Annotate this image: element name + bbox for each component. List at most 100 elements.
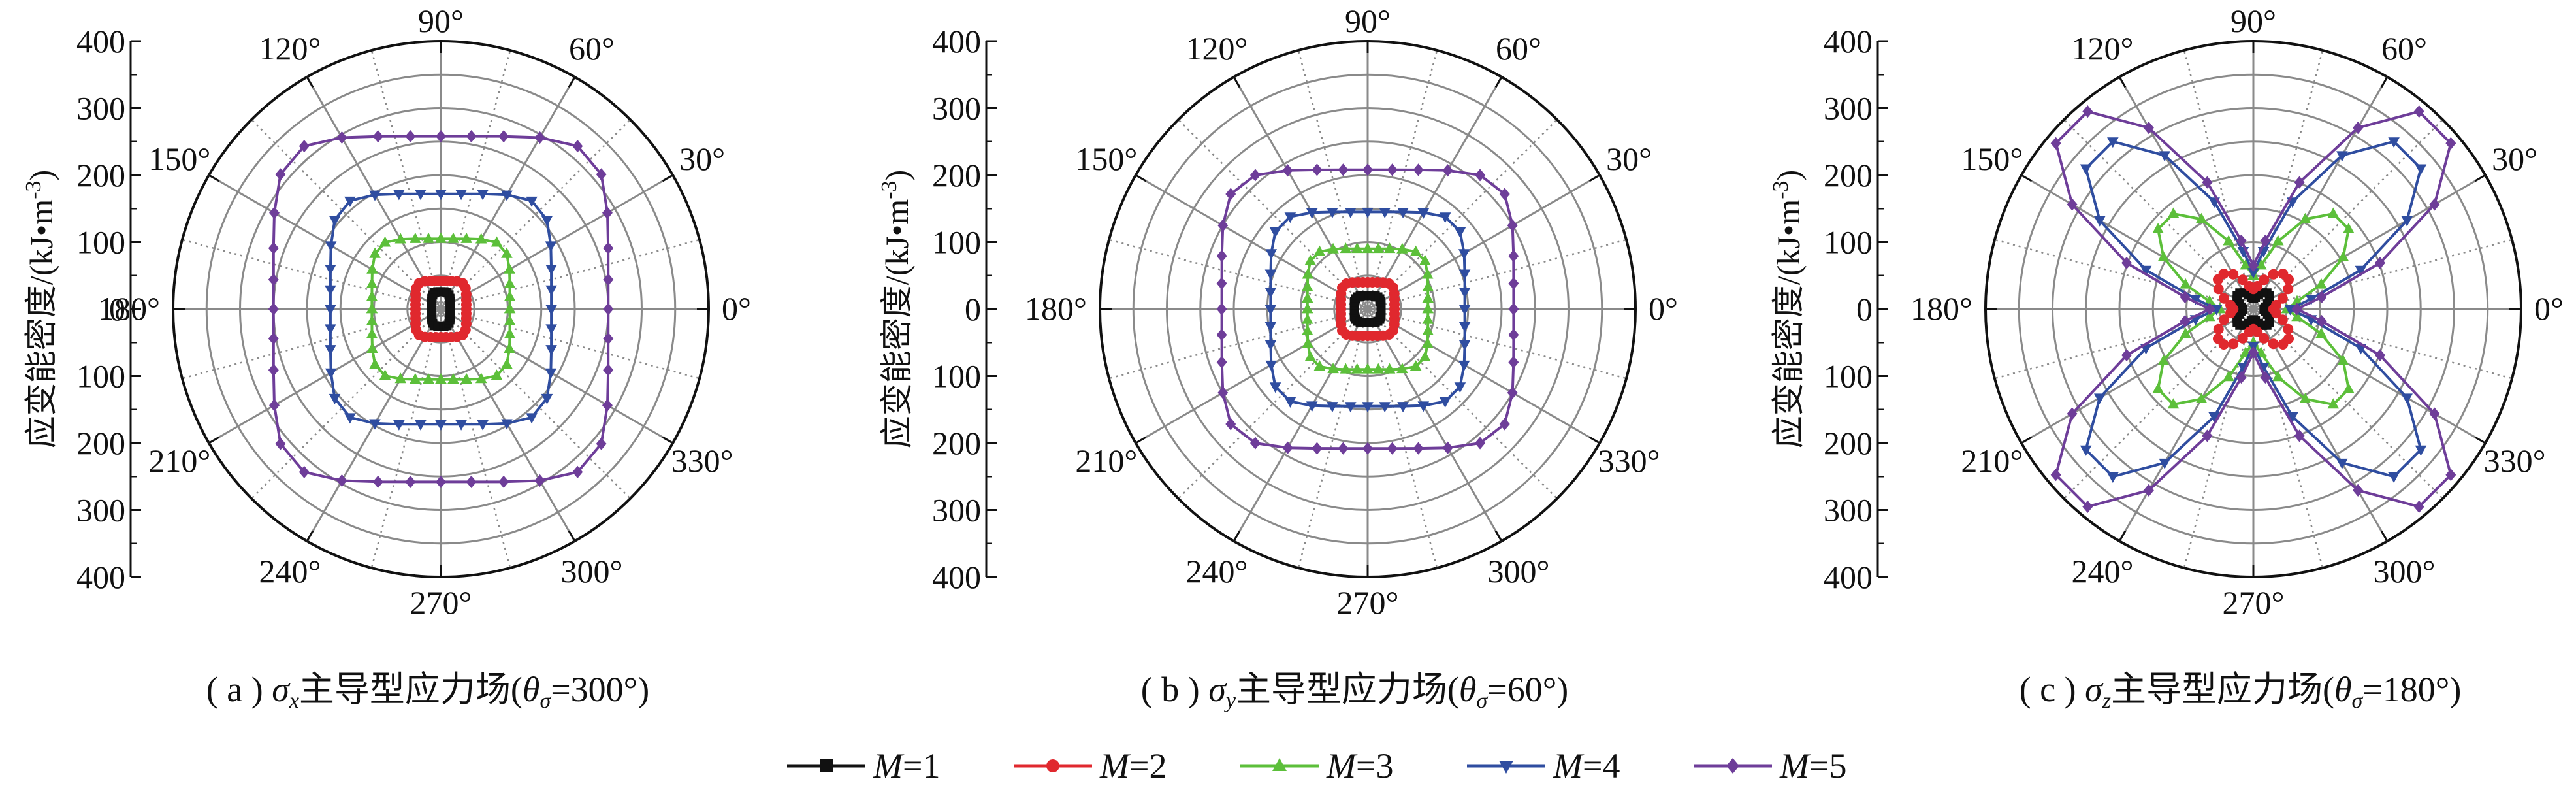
data-point bbox=[2272, 235, 2284, 246]
data-point bbox=[405, 475, 416, 489]
angle-label: 60° bbox=[569, 30, 615, 67]
data-point bbox=[1458, 269, 1471, 280]
data-point bbox=[268, 332, 279, 345]
panel-a-polar-chart: 0° 30° 60° 90° 120° 150° 180° 210° 240° 270° 300° 3… bbox=[22, 3, 751, 713]
data-point bbox=[1475, 169, 1486, 182]
data-point bbox=[504, 290, 516, 301]
angle-tick bbox=[662, 436, 673, 444]
radial-tick-label: 100 bbox=[932, 358, 981, 395]
data-point bbox=[2180, 278, 2191, 289]
data-point bbox=[1340, 242, 1352, 254]
data-point bbox=[2261, 306, 2270, 316]
legend-marker bbox=[820, 759, 833, 772]
grid-spoke bbox=[1135, 308, 1368, 444]
data-point bbox=[1301, 313, 1313, 324]
data-point bbox=[466, 475, 477, 489]
data-point bbox=[1249, 169, 1261, 182]
data-point bbox=[379, 369, 391, 380]
data-point bbox=[2093, 216, 2106, 227]
data-point bbox=[1301, 292, 1313, 303]
data-point bbox=[2401, 393, 2413, 404]
legend-label: M=1 bbox=[873, 746, 940, 785]
data-point bbox=[534, 131, 545, 144]
data-point bbox=[1338, 442, 1349, 455]
data-point bbox=[1396, 363, 1408, 374]
data-point bbox=[435, 420, 447, 431]
data-point bbox=[1372, 242, 1385, 254]
data-point bbox=[475, 372, 487, 384]
data-point bbox=[1327, 402, 1338, 413]
data-point bbox=[1302, 268, 1314, 279]
data-point bbox=[545, 285, 557, 296]
data-point bbox=[504, 277, 516, 288]
data-point bbox=[2278, 268, 2289, 279]
data-point bbox=[1362, 402, 1374, 413]
data-point bbox=[1216, 328, 1227, 341]
data-point bbox=[2204, 310, 2215, 322]
angle-tick bbox=[208, 174, 220, 182]
angle-label: 30° bbox=[1606, 140, 1652, 177]
data-point bbox=[2413, 500, 2424, 513]
data-point bbox=[545, 345, 557, 356]
data-point bbox=[1397, 208, 1409, 219]
legend-marker bbox=[1272, 758, 1287, 771]
data-point bbox=[410, 232, 421, 243]
data-point bbox=[1264, 340, 1277, 351]
grid-spoke bbox=[1367, 174, 1600, 310]
grid-spoke-minor bbox=[2252, 50, 2324, 310]
angle-label: 240° bbox=[1186, 553, 1248, 589]
data-point bbox=[1225, 418, 1236, 431]
data-point bbox=[501, 247, 513, 258]
angle-label: 300° bbox=[561, 553, 623, 589]
data-point bbox=[526, 413, 538, 424]
legend-label: M=2 bbox=[1099, 746, 1167, 785]
angle-tick bbox=[208, 436, 220, 444]
data-point bbox=[2299, 392, 2311, 403]
data-point bbox=[545, 368, 557, 379]
data-point bbox=[1301, 324, 1313, 335]
data-point bbox=[405, 129, 416, 143]
data-point bbox=[1458, 360, 1470, 371]
data-point bbox=[2401, 216, 2413, 227]
data-point bbox=[1372, 363, 1385, 374]
data-point bbox=[2388, 472, 2400, 484]
angle-label: 300° bbox=[1488, 553, 1550, 589]
data-point bbox=[2353, 484, 2364, 497]
data-point bbox=[2252, 327, 2263, 338]
data-point bbox=[1475, 437, 1486, 450]
data-point bbox=[415, 420, 427, 431]
data-point bbox=[1454, 382, 1466, 393]
data-point bbox=[336, 474, 347, 487]
angle-label: 300° bbox=[2374, 553, 2436, 589]
data-point bbox=[1409, 245, 1422, 256]
radial-tick-label: 100 bbox=[932, 224, 981, 261]
grid-spoke bbox=[1135, 174, 1368, 310]
data-point bbox=[455, 190, 467, 201]
data-point bbox=[1362, 163, 1373, 176]
data-point bbox=[460, 308, 472, 319]
data-point bbox=[1422, 303, 1434, 314]
data-point bbox=[2212, 274, 2223, 285]
data-point bbox=[2202, 176, 2213, 189]
data-point bbox=[275, 437, 286, 450]
data-point bbox=[1421, 268, 1434, 279]
data-point bbox=[603, 332, 614, 345]
data-point bbox=[2167, 207, 2180, 218]
data-point bbox=[2413, 105, 2424, 118]
data-point bbox=[366, 327, 378, 338]
angle-label: 90° bbox=[2230, 3, 2276, 39]
grid-spoke bbox=[208, 174, 442, 310]
radial-tick-label: 400 bbox=[932, 559, 981, 595]
data-point bbox=[269, 206, 280, 220]
data-point bbox=[1397, 402, 1409, 413]
data-point bbox=[1362, 442, 1373, 455]
legend-marker bbox=[1499, 761, 1513, 774]
data-point bbox=[2159, 458, 2170, 469]
data-point bbox=[423, 373, 434, 384]
data-point bbox=[1282, 441, 1293, 454]
grid-spoke bbox=[208, 308, 442, 444]
data-point bbox=[2248, 259, 2259, 272]
data-point bbox=[504, 327, 516, 338]
data-point bbox=[2247, 268, 2259, 279]
grid-spoke bbox=[1366, 76, 1503, 310]
